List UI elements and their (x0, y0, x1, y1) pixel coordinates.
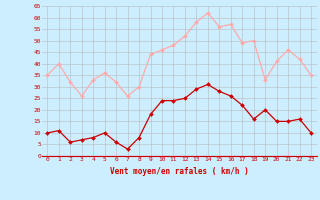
X-axis label: Vent moyen/en rafales ( km/h ): Vent moyen/en rafales ( km/h ) (110, 167, 249, 176)
